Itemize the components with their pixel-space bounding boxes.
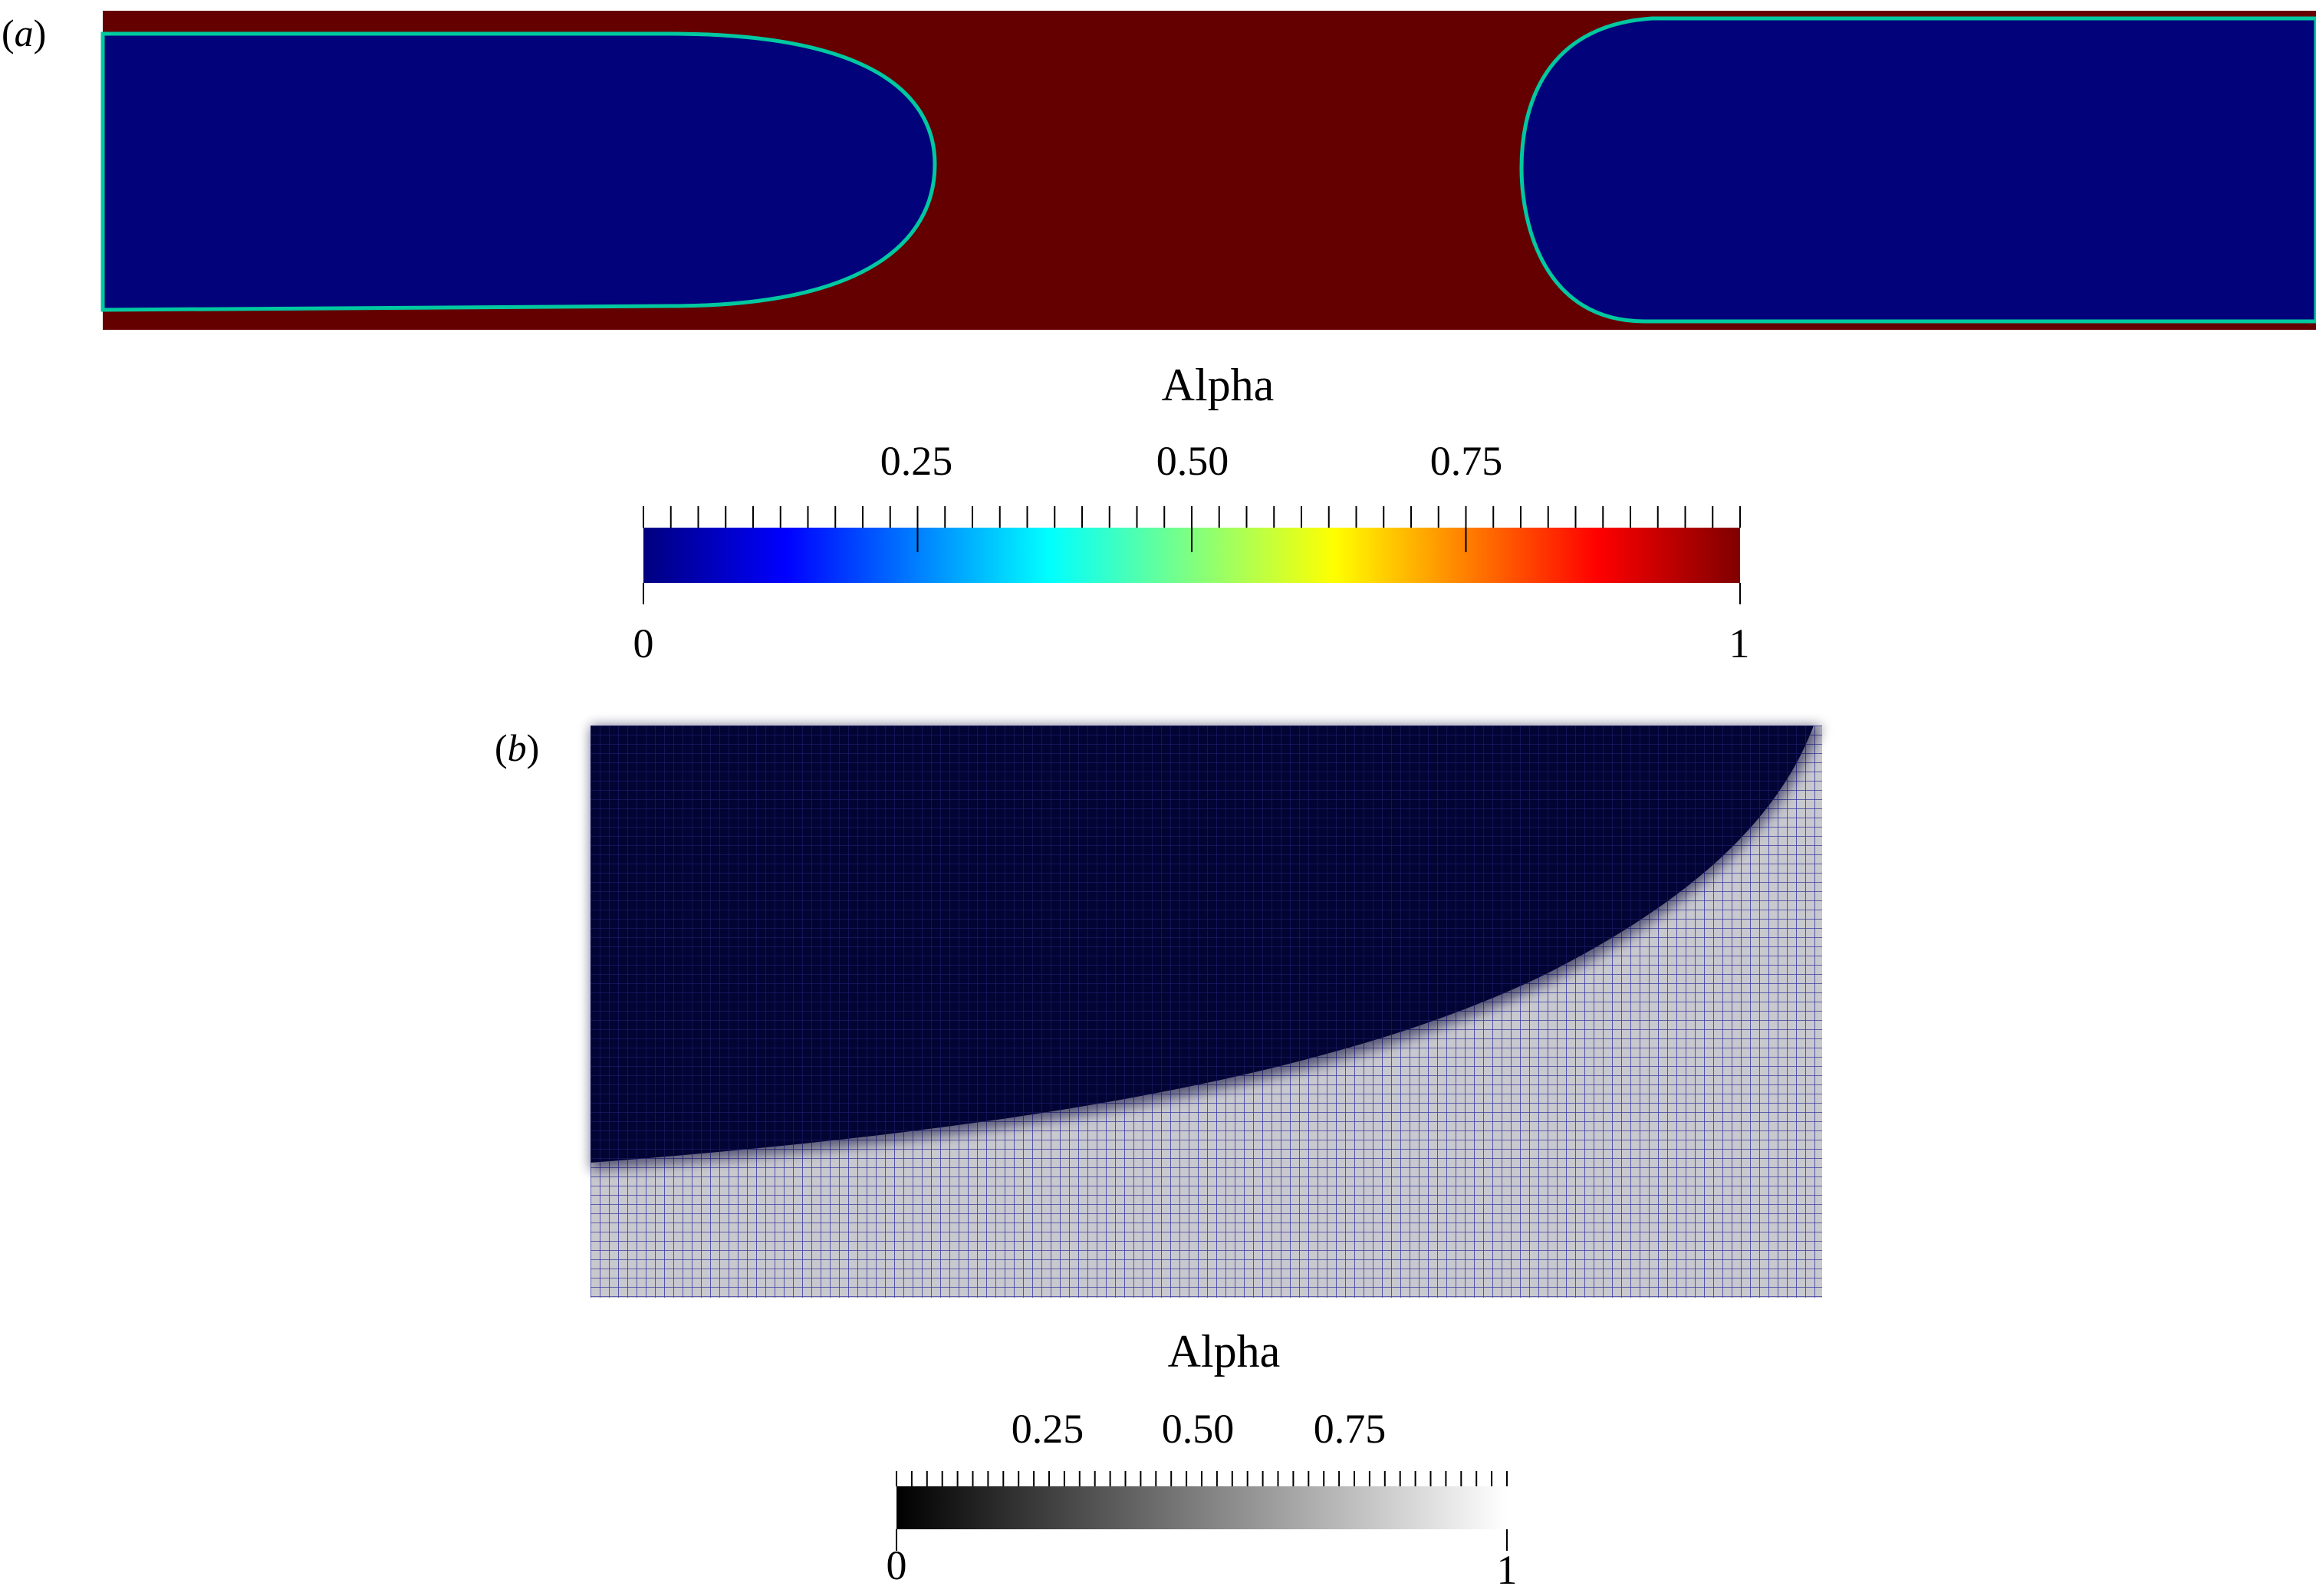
right-bubble — [1519, 16, 2316, 324]
panel-b-tick-label-1: 1 — [1496, 1547, 1518, 1593]
panel-a-colorbar-ticks — [643, 506, 1741, 604]
panel-a-tick-label-075: 0.75 — [1429, 438, 1503, 484]
panel-a-field — [100, 11, 2316, 330]
panel-a-tick-label-025: 0.25 — [880, 438, 953, 484]
panel-b-colorbar-title: Alpha — [1167, 1326, 1281, 1377]
panel-b-colorbar-ticks — [896, 1471, 1508, 1551]
panel-a-tick-label-050: 0.50 — [1156, 438, 1229, 484]
dark-region — [591, 726, 1814, 1163]
panel-b-colorbar-gradient — [896, 1486, 1507, 1529]
panel-b-colorbar — [896, 1471, 1508, 1551]
left-bubble — [100, 31, 937, 312]
panel-b-mesh-field — [591, 726, 1822, 1298]
panel-b-tick-label-050: 0.50 — [1161, 1406, 1235, 1452]
panel-b-tick-label-025: 0.25 — [1011, 1406, 1084, 1452]
panel-a-colorbar — [643, 506, 1741, 604]
panel-b-label: (b) — [495, 726, 540, 769]
panel-a-label: (a) — [2, 12, 47, 54]
panel-a-colorbar-title: Alpha — [1161, 360, 1275, 410]
panel-a-tick-label-1: 1 — [1729, 620, 1750, 666]
panel-b-tick-label-075: 0.75 — [1313, 1406, 1387, 1452]
panel-a-tick-label-0: 0 — [633, 620, 654, 666]
